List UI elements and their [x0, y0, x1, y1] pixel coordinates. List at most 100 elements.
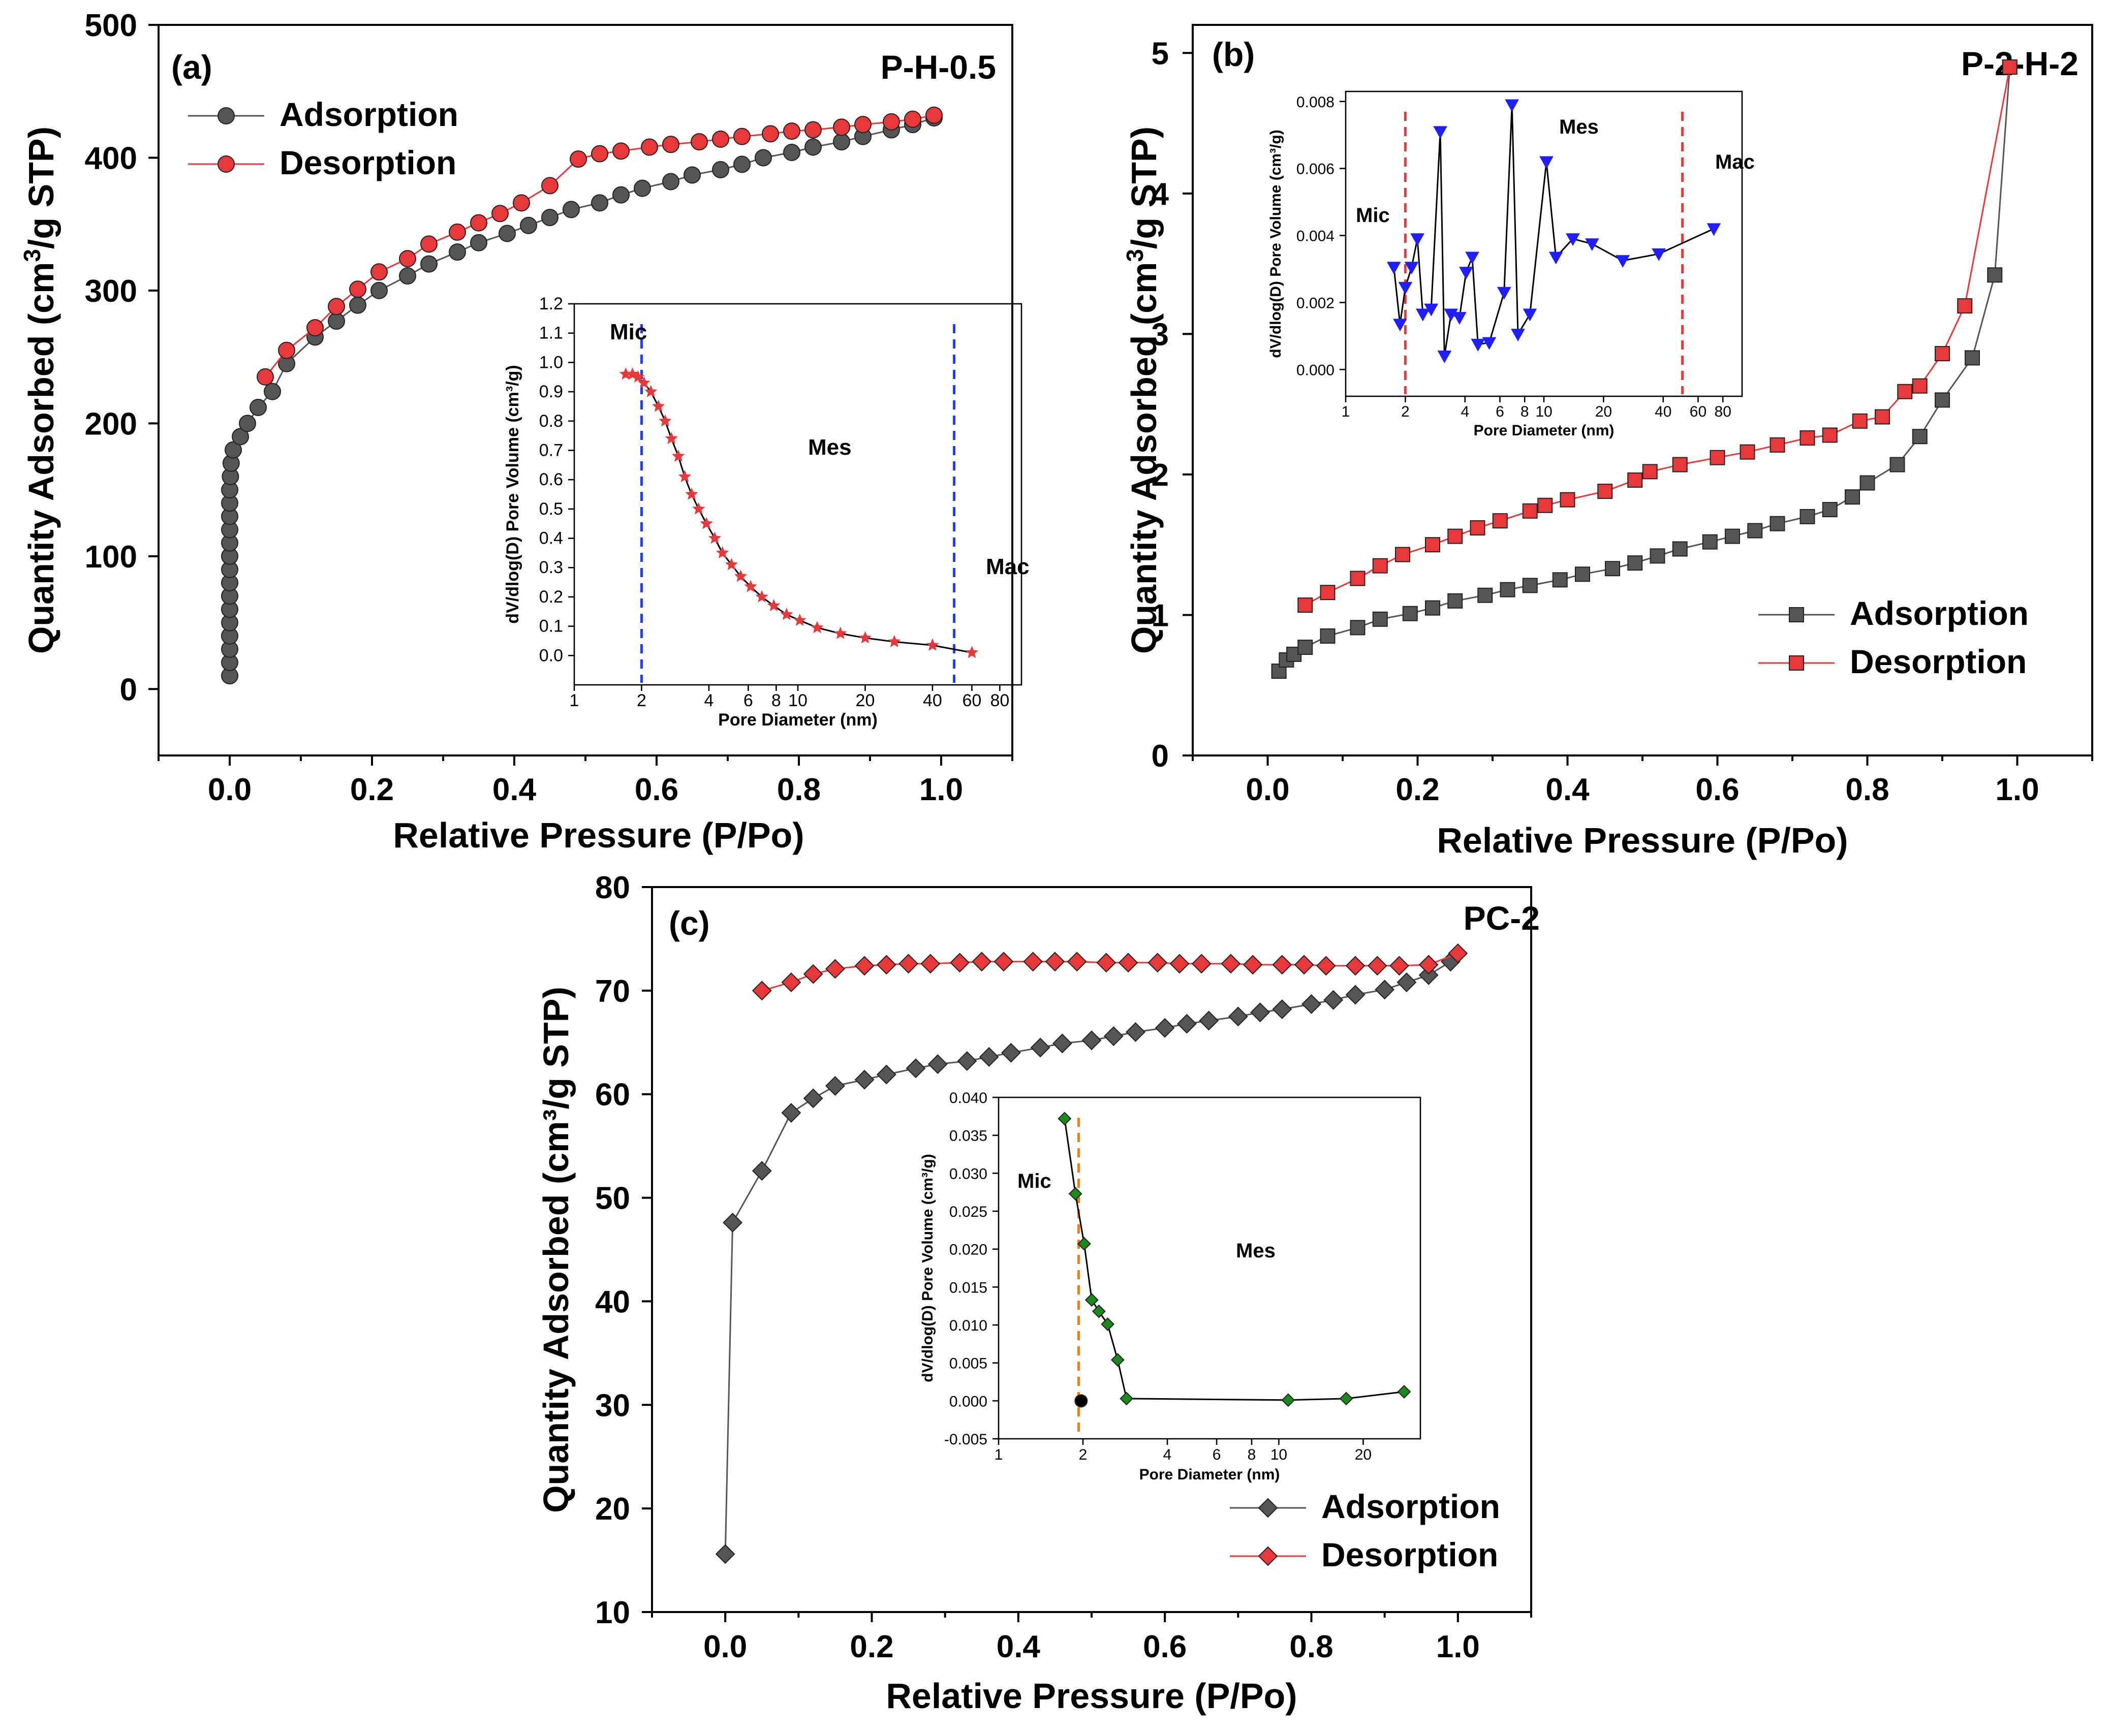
legend-marker: [1789, 655, 1804, 671]
panel-a-sample: P-H-0.5: [881, 48, 996, 86]
data-point-desorption: [1642, 464, 1658, 480]
inset-x-tick-label: 40: [923, 691, 942, 710]
inset-data-point: [1652, 248, 1666, 261]
inset-data-point: [665, 432, 678, 445]
inset-x-tick-label: 60: [1690, 403, 1706, 420]
data-point-adsorption: [1747, 523, 1763, 539]
data-point-desorption: [1799, 430, 1815, 446]
inset-y-tick-label: 0.000: [1296, 362, 1335, 378]
y-tick-label: 0: [1152, 739, 1169, 774]
inset-x-tick-label: 6: [1213, 1446, 1221, 1463]
data-point-adsorption: [449, 243, 466, 261]
data-point-adsorption: [1522, 578, 1538, 593]
inset-data-point: [1452, 312, 1467, 325]
y-tick-label: 100: [85, 540, 137, 575]
inset-y-tick-label: 0.020: [949, 1242, 987, 1258]
legend-marker: [218, 107, 235, 124]
inset-data-point: [725, 558, 738, 571]
inset-data-point: [1616, 255, 1630, 268]
data-point-desorption: [1191, 954, 1212, 974]
y-tick-label: 5: [1152, 36, 1169, 71]
inset-y-tick-label: 0.030: [949, 1165, 987, 1182]
panel-c-xlabel: Relative Pressure (P/Po): [886, 1676, 1297, 1716]
legend-label: Adsorption: [1321, 1488, 1500, 1525]
legend-marker: [218, 155, 235, 173]
inset-data-point: [1092, 1304, 1106, 1318]
data-point-adsorption: [1770, 516, 1785, 531]
data-point-desorption: [491, 205, 509, 223]
data-point-desorption: [1367, 956, 1387, 976]
x-tick-label: 0.4: [492, 772, 537, 807]
y-tick-label: 4: [1152, 177, 1169, 212]
data-point-adsorption: [1177, 1014, 1197, 1034]
inset-y-tick-label: 1.2: [539, 294, 563, 313]
inset-data-point: [1539, 156, 1554, 169]
data-point-desorption: [1852, 413, 1868, 429]
y-tick-label: 300: [85, 274, 137, 309]
inset-annotation: Mac: [1715, 151, 1755, 173]
data-point-adsorption: [612, 186, 630, 204]
y-tick-label: 70: [595, 974, 630, 1009]
data-point-adsorption: [1650, 548, 1665, 564]
x-tick-label: 0.8: [777, 772, 821, 807]
y-tick-label: 2: [1152, 458, 1169, 493]
data-point-adsorption: [1500, 582, 1515, 597]
y-tick-label: 400: [85, 141, 137, 176]
series-line-desorption: [1305, 67, 2011, 606]
legend-marker: [1258, 1498, 1278, 1518]
data-point-adsorption: [1199, 1011, 1219, 1031]
data-point-adsorption: [250, 398, 267, 416]
data-point-desorption: [904, 110, 921, 128]
inset-data-point: [659, 414, 672, 427]
data-point-desorption: [570, 150, 587, 168]
inset-data-point: [1465, 251, 1479, 265]
inset-data-point: [1548, 251, 1563, 265]
data-point-desorption: [257, 368, 274, 386]
inset-y-tick-label: 0.1: [539, 617, 563, 636]
inset-data-point: [700, 517, 713, 529]
inset-data-point: [637, 376, 650, 389]
data-point-adsorption: [1702, 534, 1718, 550]
inset-y-tick-label: 1.1: [539, 324, 563, 343]
inset-data-point: [685, 487, 698, 500]
data-point-desorption: [1221, 954, 1241, 974]
inset-annotation: Mic: [1017, 1170, 1051, 1192]
inset-xlabel: Pore Diameter (nm): [1474, 422, 1615, 439]
data-point-desorption: [1470, 520, 1485, 536]
x-tick-label: 0.6: [635, 772, 678, 807]
data-point-adsorption: [1965, 350, 1980, 366]
data-point-adsorption: [755, 149, 772, 167]
data-point-adsorption: [1822, 502, 1838, 518]
data-point-adsorption: [715, 1544, 735, 1564]
inset-data-point: [888, 635, 901, 647]
inset-xlabel: Pore Diameter (nm): [718, 710, 878, 730]
legend-label: Desorption: [1850, 643, 2027, 680]
inset-ylabel: dV/dlog(D) Pore Volume (cm³/g): [919, 1154, 936, 1382]
inset-y-tick-label: 0.025: [949, 1204, 987, 1220]
inset-data-point: [672, 449, 685, 462]
inset-x-tick-label: 1: [570, 691, 579, 710]
data-point-adsorption: [783, 143, 800, 161]
inset-x-tick-label: 6: [1496, 403, 1504, 420]
data-point-adsorption: [591, 194, 608, 212]
data-point-desorption: [1316, 956, 1336, 976]
data-point-desorption: [1350, 571, 1366, 586]
data-point-desorption: [825, 959, 845, 979]
inset-x-tick-label: 10: [1270, 1446, 1287, 1463]
data-point-desorption: [1448, 943, 1468, 963]
data-point-desorption: [781, 972, 801, 992]
inset-data-point: [1459, 267, 1473, 280]
data-point-adsorption: [662, 173, 679, 191]
data-point-adsorption: [1575, 566, 1590, 582]
inset-x-tick-label: 40: [1655, 403, 1671, 420]
inset-data-point: [767, 598, 781, 611]
inset-x-tick-label: 80: [1715, 403, 1731, 420]
x-tick-label: 0.4: [1545, 772, 1590, 807]
data-point-desorption: [1297, 597, 1313, 613]
inset-y-tick-label: 0.005: [949, 1355, 987, 1372]
x-tick-label: 0.6: [1695, 772, 1739, 807]
panel-b-ylabel: Quantity Adsorbed (cm3/g STP): [1122, 127, 1164, 654]
data-point-adsorption: [833, 133, 850, 151]
inset-data-point: [1101, 1317, 1115, 1331]
x-tick-label: 0.0: [1246, 772, 1289, 807]
